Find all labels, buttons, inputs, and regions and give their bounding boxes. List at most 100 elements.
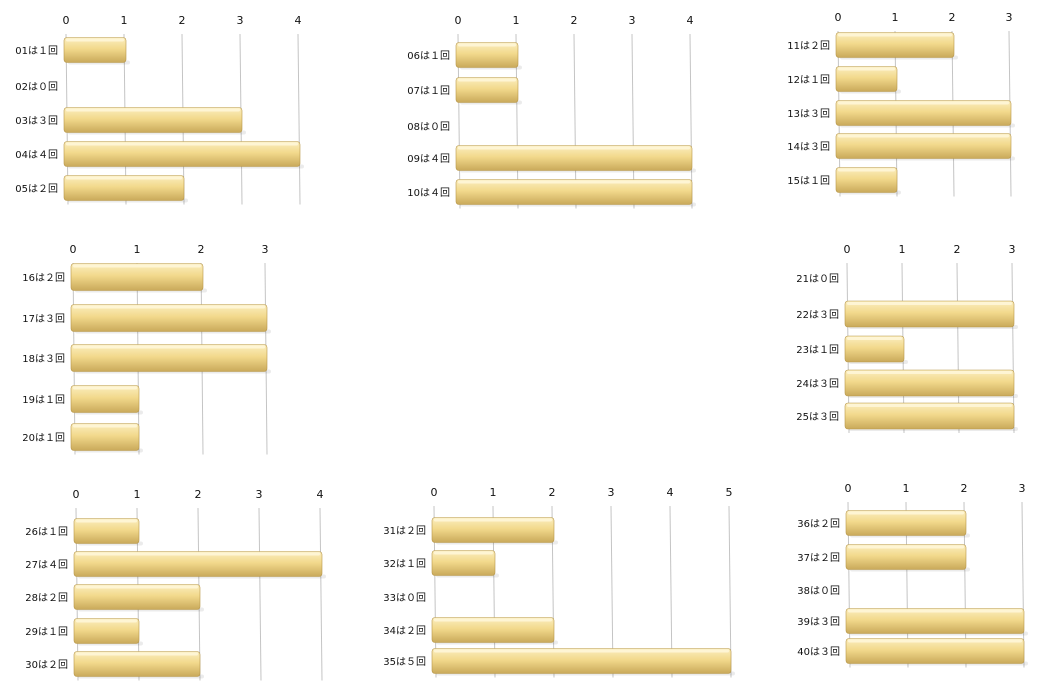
bar-3 bbox=[73, 584, 201, 610]
category-label-2: 02は０回 bbox=[15, 81, 58, 93]
bar-highlight-5 bbox=[838, 168, 895, 172]
bar-4 bbox=[70, 385, 140, 413]
gridline-4 bbox=[689, 33, 693, 209]
category-label-3: 13は３回 bbox=[787, 108, 830, 120]
tick-label-0: 0 bbox=[455, 14, 462, 27]
bar-5 bbox=[455, 179, 693, 205]
bar-4 bbox=[455, 145, 693, 171]
tick-label-3: 3 bbox=[256, 488, 263, 501]
category-label-5: 20は１回 bbox=[22, 432, 65, 444]
category-label-2: 37は２回 bbox=[797, 552, 840, 564]
chart-panel-1: 0 1 2 3 4 01は１回 02は０回 03は３回 04は４回 05は２回 bbox=[0, 0, 345, 215]
tick-label-0: 0 bbox=[70, 243, 77, 256]
bar-3 bbox=[844, 335, 905, 363]
bar-4 bbox=[63, 141, 301, 167]
bar-highlight-3 bbox=[66, 108, 240, 112]
tick-label-3: 3 bbox=[1009, 243, 1016, 256]
bar-highlight-4 bbox=[66, 142, 298, 146]
bar-highlight-2 bbox=[458, 78, 516, 82]
category-label-3: 33は０回 bbox=[383, 592, 426, 604]
bar-1 bbox=[845, 510, 967, 536]
tick-label-1: 1 bbox=[903, 482, 910, 495]
bar-highlight-5 bbox=[848, 639, 1022, 643]
tick-label-3: 3 bbox=[608, 486, 615, 499]
gridline-4 bbox=[319, 507, 323, 681]
tick-label-0: 0 bbox=[63, 14, 70, 27]
category-label-5: 25は３回 bbox=[796, 411, 839, 423]
tick-label-1: 1 bbox=[490, 486, 497, 499]
bar-5 bbox=[73, 651, 201, 677]
bar-2 bbox=[455, 77, 519, 103]
category-label-2: 32は１回 bbox=[383, 558, 426, 570]
bar-2 bbox=[844, 300, 1015, 328]
tick-label-0: 0 bbox=[845, 482, 852, 495]
category-label-5: 10は４回 bbox=[407, 187, 450, 199]
bar-2 bbox=[70, 304, 268, 332]
category-label-1: 31は２回 bbox=[383, 525, 426, 537]
category-label-2: 07は１回 bbox=[407, 85, 450, 97]
bar-highlight-4 bbox=[76, 619, 137, 623]
category-label-1: 21は０回 bbox=[796, 273, 839, 285]
bar-3 bbox=[63, 107, 243, 133]
chart-svg-3: 0 1 2 3 11は２回 12は１回 13は３回 14は３回 15は１回 bbox=[787, 11, 1015, 197]
bar-5 bbox=[431, 648, 732, 674]
category-label-1: 36は２回 bbox=[797, 518, 840, 530]
bar-4 bbox=[431, 617, 555, 643]
category-label-4: 04は４回 bbox=[15, 149, 58, 161]
category-label-2: 22は３回 bbox=[796, 309, 839, 321]
bar-5 bbox=[845, 638, 1025, 664]
category-label-3: 08は０回 bbox=[407, 121, 450, 133]
category-label-5: 30は２回 bbox=[25, 659, 68, 671]
category-label-4: 19は１回 bbox=[22, 394, 65, 406]
chart-svg-1: 0 1 2 3 4 01は１回 02は０回 03は３回 04は４回 05は２回 bbox=[15, 14, 304, 205]
bar-highlight-1 bbox=[458, 43, 516, 47]
chart-panel-3: 0 1 2 3 11は２回 12は１回 13は３回 14は３回 15は１回 bbox=[740, 0, 1045, 215]
tick-label-2: 2 bbox=[195, 488, 202, 501]
bar-highlight-3 bbox=[847, 337, 902, 340]
bar-highlight-1 bbox=[434, 518, 552, 522]
tick-label-2: 2 bbox=[961, 482, 968, 495]
tick-label-4: 4 bbox=[687, 14, 694, 27]
tick-label-1: 1 bbox=[134, 488, 141, 501]
tick-label-4: 4 bbox=[667, 486, 674, 499]
bar-highlight-4 bbox=[434, 618, 552, 622]
bar-highlight-4 bbox=[847, 371, 1012, 374]
bar-1 bbox=[455, 42, 519, 68]
category-label-4: 29は１回 bbox=[25, 626, 68, 638]
category-label-1: 16は２回 bbox=[22, 272, 65, 284]
category-label-2: 12は１回 bbox=[787, 74, 830, 86]
tick-label-1: 1 bbox=[899, 243, 906, 256]
bar-highlight-3 bbox=[838, 101, 1009, 105]
tick-label-1: 1 bbox=[134, 243, 141, 256]
category-label-1: 26は１回 bbox=[25, 526, 68, 538]
bar-3 bbox=[70, 344, 268, 372]
bar-highlight-4 bbox=[458, 146, 690, 150]
bar-highlight-4 bbox=[838, 134, 1009, 138]
category-label-1: 01は１回 bbox=[15, 45, 58, 57]
bar-highlight-2 bbox=[73, 305, 265, 309]
category-label-3: 03は３回 bbox=[15, 115, 58, 127]
bar-highlight-5 bbox=[66, 176, 182, 180]
bar-2 bbox=[845, 544, 967, 570]
bar-3 bbox=[835, 100, 1012, 126]
category-label-4: 34は２回 bbox=[383, 625, 426, 637]
bar-2 bbox=[835, 66, 898, 92]
category-label-3: 23は１回 bbox=[796, 344, 839, 356]
bar-highlight-2 bbox=[847, 302, 1012, 305]
category-label-1: 06は１回 bbox=[407, 50, 450, 62]
chart-svg-7: 0 1 2 3 4 5 31は２回 32は１回 33は０回 34は２回 35は５回 bbox=[383, 486, 735, 678]
tick-label-5: 5 bbox=[726, 486, 733, 499]
bar-highlight-2 bbox=[848, 545, 964, 549]
bar-1 bbox=[70, 263, 204, 291]
bar-5 bbox=[63, 175, 185, 201]
chart-svg-6: 0 1 2 3 4 26は１回 27は４回 28は２回 29は１回 30は２回 bbox=[25, 488, 326, 681]
tick-label-3: 3 bbox=[629, 14, 636, 27]
bar-2 bbox=[431, 550, 496, 576]
bar-highlight-5 bbox=[434, 649, 729, 653]
bar-4 bbox=[73, 618, 140, 644]
bar-1 bbox=[835, 32, 955, 58]
bar-highlight-4 bbox=[848, 609, 1022, 613]
bar-highlight-3 bbox=[76, 585, 198, 589]
tick-label-2: 2 bbox=[571, 14, 578, 27]
tick-label-1: 1 bbox=[892, 11, 899, 24]
